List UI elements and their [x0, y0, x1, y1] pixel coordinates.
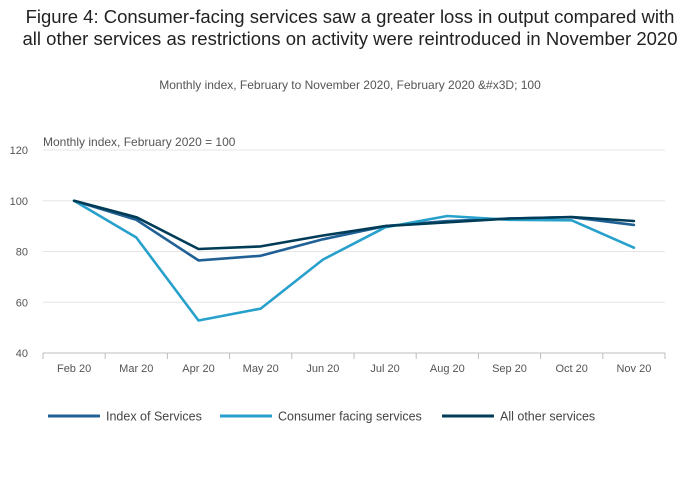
x-tick-label: Oct 20 [555, 363, 587, 375]
series-line-consumer-facing-services [72, 199, 636, 322]
y-axis: 40 60 80 100 120 [10, 145, 28, 360]
y-axis-label: Monthly index, February 2020 = 100 [43, 135, 236, 149]
series-lines [72, 199, 636, 322]
legend-label: Index of Services [106, 410, 202, 424]
y-tick-label: 80 [16, 247, 28, 259]
x-tick-label: Apr 20 [182, 363, 214, 375]
legend-label: All other services [500, 410, 595, 424]
y-tick-label: 40 [16, 348, 28, 360]
x-tick-label: Mar 20 [119, 363, 153, 375]
chart-title: Figure 4: Consumer-facing services saw a… [22, 6, 678, 49]
x-tick-label: Jul 20 [370, 363, 399, 375]
x-tick-label: Sep 20 [492, 363, 527, 375]
legend-label: Consumer facing services [278, 410, 422, 424]
series-line-all-other-services [72, 199, 636, 251]
x-tick-label: Feb 20 [57, 363, 91, 375]
chart-subtitle: Monthly index, February to November 2020… [159, 78, 541, 92]
legend: Index of Services Consumer facing service… [48, 410, 595, 424]
x-tick-label: Nov 20 [616, 363, 651, 375]
y-tick-label: 60 [16, 297, 28, 309]
x-tick-label: May 20 [243, 363, 279, 375]
x-tick-label: Aug 20 [430, 363, 465, 375]
y-tick-label: 120 [10, 145, 28, 157]
y-tick-label: 100 [10, 196, 28, 208]
grid-lines [43, 149, 665, 303]
x-axis: Feb 20 Mar 20 Apr 20 May 20 Jun 20 Jul 20 Aug … [42, 352, 666, 375]
x-tick-label: Jun 20 [306, 363, 339, 375]
